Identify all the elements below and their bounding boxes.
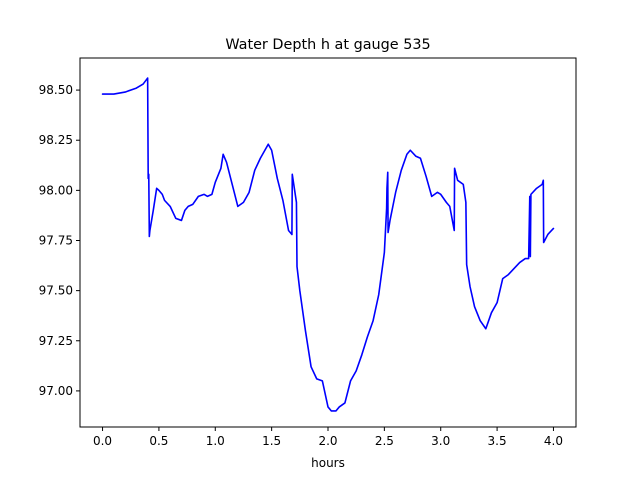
x-tick-label: 4.0 [544,434,563,448]
x-axis-label: hours [311,456,345,470]
y-tick-label: 97.50 [39,284,73,298]
x-tick-label: 2.0 [318,434,337,448]
x-tick-label: 3.5 [488,434,507,448]
x-tick-label: 0.5 [149,434,168,448]
plot-area [101,77,555,412]
series-line-0 [101,77,555,412]
y-tick-label: 97.25 [39,334,73,348]
x-tick-label: 3.0 [431,434,450,448]
x-tick-label: 2.5 [375,434,394,448]
chart-title: Water Depth h at gauge 535 [225,37,430,53]
y-tick-label: 98.00 [39,183,73,197]
y-tick-label: 97.75 [39,233,73,247]
y-tick-label: 97.00 [39,384,73,398]
x-tick-label: 1.0 [206,434,225,448]
y-tick-label: 98.25 [39,133,73,147]
y-tick-label: 98.50 [39,83,73,97]
x-tick-label: 0.0 [93,434,112,448]
x-tick-label: 1.5 [262,434,281,448]
